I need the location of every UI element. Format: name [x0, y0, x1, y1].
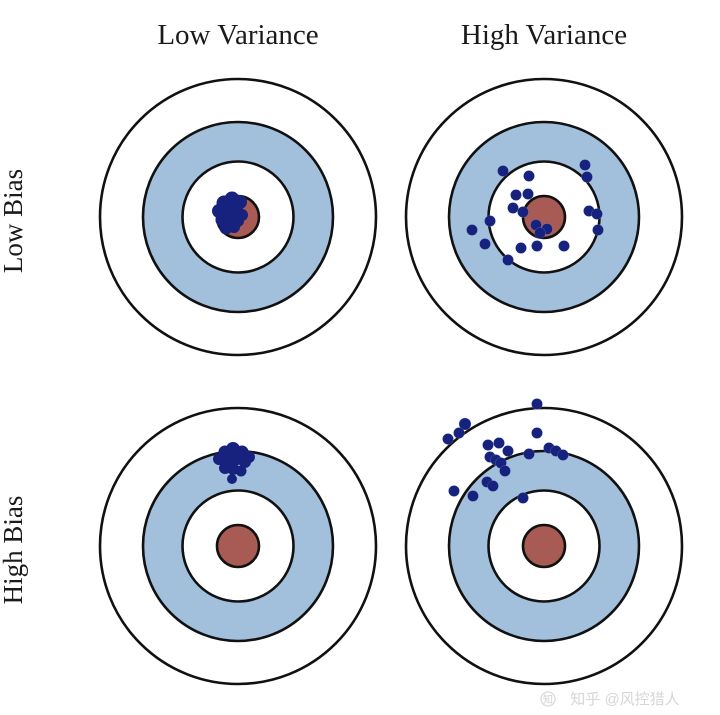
svg-text:知: 知	[543, 693, 553, 706]
svg-text:知乎 @风控猎人: 知乎 @风控猎人	[570, 691, 679, 708]
svg-text:High Bias: High Bias	[0, 496, 28, 605]
svg-text:Low Variance: Low Variance	[157, 19, 318, 51]
svg-text:Low Bias: Low Bias	[0, 169, 28, 273]
svg-text:High Variance: High Variance	[461, 19, 627, 51]
